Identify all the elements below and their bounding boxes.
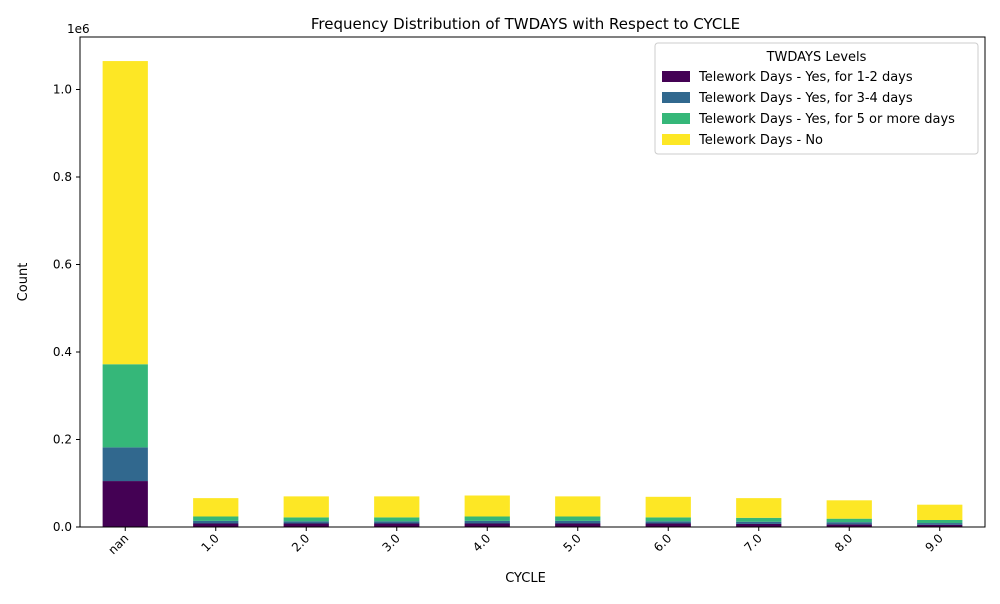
plot-frame [79, 36, 986, 528]
bar-segment [645, 496, 691, 518]
y-tick-label: 0.6 [53, 258, 72, 272]
bar-segment [645, 517, 691, 522]
bar-segment [283, 521, 329, 524]
bar-segment [193, 523, 239, 527]
bar-segment [374, 517, 420, 522]
x-axis-label: CYCLE [505, 571, 546, 586]
legend-swatch [662, 113, 690, 124]
bar-segment [464, 523, 510, 527]
x-tick-label: nan [106, 531, 132, 557]
x-tick-label: 6.0 [651, 531, 674, 554]
y-tick-label: 0.0 [53, 520, 72, 534]
bar-segment [102, 447, 148, 482]
y-tick-label: 0.4 [53, 345, 72, 359]
legend-entry-label: Telework Days - Yes, for 1-2 days [698, 70, 913, 85]
legend-swatch [662, 92, 690, 103]
bar-segment [193, 520, 239, 524]
x-tick-label: 5.0 [560, 531, 583, 554]
bar-segment [736, 521, 782, 524]
bar-segment [283, 517, 329, 522]
bar-segment [917, 523, 963, 525]
bar-segment [645, 521, 691, 524]
x-tick-label: 2.0 [289, 531, 312, 554]
bar-segment [102, 364, 148, 448]
bar-segment [374, 496, 420, 518]
bar-segment [283, 496, 329, 518]
x-tick-label: 7.0 [741, 531, 764, 554]
bar-segment [193, 498, 239, 517]
x-tick-label: 4.0 [470, 531, 493, 554]
x-tick-label: 9.0 [922, 531, 945, 554]
y-tick-label: 1.0 [53, 83, 72, 97]
bar-segment [374, 521, 420, 524]
legend: TWDAYS Levels Telework Days - Yes, for 1-… [654, 42, 979, 155]
bar-segment [826, 522, 872, 525]
bar-segment [736, 523, 782, 527]
legend-swatch [662, 71, 690, 82]
bar-segment [102, 481, 148, 527]
bar-segment [102, 61, 148, 365]
chart-title: Frequency Distribution of TWDAYS with Re… [311, 15, 740, 33]
x-tick-label: 3.0 [379, 531, 402, 554]
bar-segment [736, 517, 782, 522]
y-axis-label: Count [16, 263, 31, 302]
y-tick-label: 0.2 [53, 433, 72, 447]
bar-segment [283, 523, 329, 527]
bar-segment [645, 523, 691, 527]
axes-layer: 0.0 0.2 0.4 0.6 0.8 1.0 nan 1.0 2.0 3.0 4.0 5.0 6.0 7… [53, 36, 986, 557]
bar-segment [374, 523, 420, 527]
bar-segment [193, 516, 239, 521]
bar-segment [555, 516, 601, 521]
legend-entry-label: Telework Days - Yes, for 3-4 days [698, 91, 913, 106]
bar-segment [826, 518, 872, 523]
bars-layer [102, 61, 963, 527]
bar-segment [736, 498, 782, 518]
legend-entry-label: Telework Days - No [698, 133, 823, 148]
bar-segment [464, 495, 510, 517]
bar-segment [826, 500, 872, 519]
legend-title: TWDAYS Levels [766, 50, 867, 65]
y-axis-offset-label: 1e6 [67, 22, 90, 36]
bar-segment [464, 516, 510, 521]
legend-box [654, 42, 979, 155]
bar-segment [555, 520, 601, 524]
bar-segment [917, 504, 963, 520]
y-tick-label: 0.8 [53, 170, 72, 184]
x-tick-label: 8.0 [832, 531, 855, 554]
bar-segment [555, 496, 601, 517]
x-tick-label: 1.0 [198, 531, 221, 554]
bar-segment [555, 523, 601, 527]
bar-segment [826, 524, 872, 527]
bar-segment [917, 520, 963, 524]
bar-segment [464, 520, 510, 524]
legend-entry-label: Telework Days - Yes, for 5 or more days [698, 112, 955, 127]
legend-swatch [662, 134, 690, 145]
bar-segment [917, 524, 963, 527]
